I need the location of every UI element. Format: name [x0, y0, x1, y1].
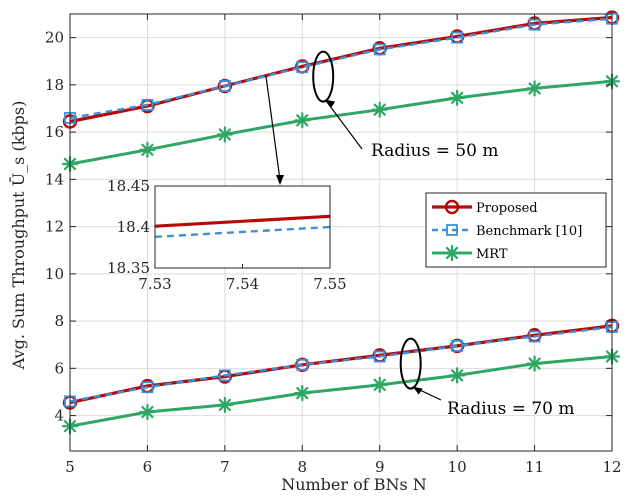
y-tick-label: 4: [54, 407, 64, 425]
marker-star: [371, 376, 388, 393]
marker-square: [218, 80, 231, 92]
marker-star: [449, 89, 466, 106]
legend: Proposed Benchmark [10] MRT: [425, 192, 607, 268]
x-tick-label: 11: [525, 458, 544, 476]
marker-star-stroke: [445, 246, 459, 260]
marker-star-stroke: [451, 369, 464, 382]
marker-star-stroke: [218, 128, 231, 141]
marker-square: [446, 224, 458, 236]
series-line-benchmark: [69, 325, 613, 403]
inset-series-line: [154, 214, 331, 228]
inset-x-tick-label: 7.55: [313, 275, 346, 293]
series-line-benchmark: [69, 17, 613, 120]
x-tick-label: 7: [220, 458, 230, 476]
series-line-proposed: [69, 15, 613, 124]
radius-70-label: Radius = 70 m: [447, 399, 575, 419]
zoom-arrow: [265, 75, 281, 181]
marker-square: [296, 61, 309, 74]
x-tick-label: 10: [448, 458, 467, 476]
y-tick-label: 6: [54, 359, 64, 377]
y-tick-label: 12: [45, 218, 64, 236]
x-tick-label: 8: [298, 458, 308, 476]
series-line-mrt: [69, 355, 613, 428]
inset-plot: 7.53 7.54 7.55 18.35 18.4 18.45: [107, 177, 347, 293]
inset-background: [155, 186, 330, 268]
x-axis-title: Number of BNs N: [281, 475, 427, 494]
axis-labels: Number of BNs N Avg. Sum Throughput Ū_s …: [8, 101, 427, 494]
marker-star-stroke: [296, 386, 309, 400]
x-tick-label: 6: [143, 458, 153, 476]
marker-star: [443, 244, 461, 262]
marker-star-stroke: [141, 405, 154, 419]
marker-star: [449, 367, 466, 384]
radius-50-label: Radius = 50 m: [371, 141, 499, 161]
legend-label: MRT: [476, 247, 508, 262]
radius-70-ellipse: [399, 337, 422, 390]
x-tick-label: 5: [65, 458, 75, 476]
marker-star: [216, 126, 233, 143]
inset-series-line: [154, 225, 331, 239]
marker-square: [373, 43, 386, 56]
series-line-mrt: [69, 79, 613, 166]
marker-star: [139, 403, 156, 421]
marker-star: [294, 112, 311, 129]
x-tick-label: 9: [375, 458, 385, 476]
plot-frame: [69, 13, 613, 452]
legend-label: Proposed: [476, 201, 538, 216]
x-tick-label: 12: [602, 458, 621, 476]
marker-star-stroke: [373, 103, 386, 116]
y-tick-label: 16: [45, 123, 64, 141]
inset-x-tick-label: 7.53: [138, 275, 171, 293]
marker-square: [451, 339, 464, 352]
marker-circle: [217, 78, 233, 94]
marker-star-stroke: [528, 357, 541, 370]
marker-square: [141, 99, 154, 111]
marker-star-stroke: [296, 114, 309, 127]
marker-star: [294, 385, 311, 402]
marker-square: [218, 369, 231, 382]
marker-star-stroke: [218, 398, 231, 412]
y-tick-label: 14: [45, 170, 64, 188]
marker-square: [373, 350, 386, 363]
radius-50-ellipse: [312, 50, 335, 103]
axes: 5 6 7 8 9 10 11 12 4 6 8 10 12 14 16 18 20: [45, 13, 622, 476]
marker-star-stroke: [373, 378, 386, 391]
legend-label: Benchmark [10]: [476, 224, 582, 239]
marker-star: [526, 80, 543, 97]
marker-circle: [444, 199, 460, 215]
marker-star: [139, 141, 156, 158]
zoom-arrowhead: [276, 175, 284, 185]
marker-star-stroke: [451, 91, 464, 104]
marker-star: [526, 355, 543, 372]
radius-50-arrowhead: [325, 99, 336, 108]
marker-star: [216, 396, 233, 414]
radius-70-arrowhead: [412, 386, 423, 395]
y-tick-label: 18: [45, 76, 64, 94]
marker-square: [528, 330, 541, 343]
radius-50-arrow: [324, 99, 363, 150]
marker-star: [371, 101, 388, 118]
marker-square: [451, 31, 464, 44]
y-tick-label: 8: [54, 312, 64, 330]
annotations: Radius = 50 m Radius = 70 m: [265, 50, 575, 419]
marker-square: [296, 358, 309, 371]
inset-x-tick-label: 7.54: [226, 275, 259, 293]
y-tick-label: 10: [45, 265, 64, 283]
inset-y-tick-label: 18.45: [107, 177, 150, 195]
marker-star-stroke: [528, 82, 541, 95]
y-tick-label: 20: [45, 29, 64, 47]
y-axis-title: Avg. Sum Throughput Ū_s (kbps): [8, 101, 28, 371]
marker-square: [141, 381, 154, 394]
marker-star-stroke: [141, 143, 154, 156]
inset-y-tick-label: 18.35: [107, 259, 150, 277]
inset-y-tick-label: 18.4: [117, 218, 150, 236]
